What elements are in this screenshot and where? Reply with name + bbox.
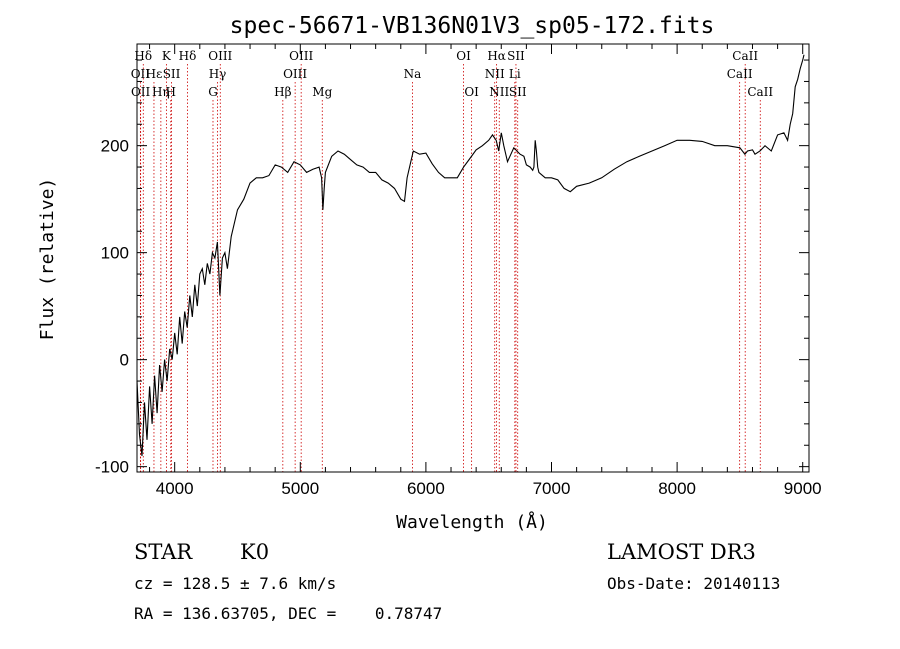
line-id-label: OIII [283,67,307,81]
line-id-label: OIII [208,49,232,63]
survey-name: LAMOST DR3 [607,540,756,564]
y-tick-label: 100 [101,244,129,263]
object-subclass: K0 [240,540,270,564]
line-id-label: CaII [727,67,753,81]
line-id-label: SII [163,67,181,81]
x-tick-label: 8000 [658,479,696,498]
x-tick-label: 9000 [784,479,822,498]
chart-title: spec-56671-VB136N01V3_sp05-172.fits [230,13,715,39]
line-id-label: CaII [747,85,773,99]
x-axis-label: Wavelength (Å) [396,511,548,533]
line-id-label: SII [509,85,527,99]
line-id-label: Hδ [134,49,152,63]
line-id-label: OI [456,49,471,63]
line-id-label: Li [509,67,521,81]
flux-series-line [136,54,805,456]
y-tick-label: -100 [95,458,129,477]
y-axis-label: Flux (relative) [37,178,58,341]
line-id-label: Hα [487,49,506,63]
line-id-label: Hε [146,67,163,81]
x-tick-label: 4000 [156,479,194,498]
line-id-label: Hγ [209,67,227,81]
line-id-label: OII [131,85,151,99]
line-id-label: CaII [732,49,758,63]
line-id-label: OIII [289,49,313,63]
line-id-label: NII [489,85,509,99]
y-tick-label: 0 [120,351,129,370]
line-id-label: G [208,85,218,99]
x-tick-label: 5000 [281,479,319,498]
line-id-label: OII [131,67,151,81]
y-tick-label: 200 [101,137,129,156]
x-tick-label: 7000 [533,479,571,498]
plot-frame [136,43,810,473]
line-id-label: Na [404,67,422,81]
x-tick-label: 6000 [407,479,445,498]
ra-dec: RA = 136.63705, DEC = 0.78747 [134,604,443,623]
line-id-label: NII [485,67,505,81]
line-id-label: Hβ [274,85,291,99]
object-class: STAR [134,540,193,564]
line-id-label: K [162,49,172,63]
redshift-cz: cz = 128.5 ± 7.6 km/s [134,574,337,593]
line-id-label: Hδ [179,49,197,63]
line-id-label: Hη [152,85,170,99]
line-id-label: OI [464,85,479,99]
obs-date: Obs-Date: 20140113 [607,574,781,593]
line-id-label: H [166,85,176,99]
axis-ticks: 4000 5000 6000 7000 8000 9000 -100 0 100 200 [95,44,822,498]
line-id-label: SII [507,49,525,63]
line-id-label: Mg [312,85,332,99]
